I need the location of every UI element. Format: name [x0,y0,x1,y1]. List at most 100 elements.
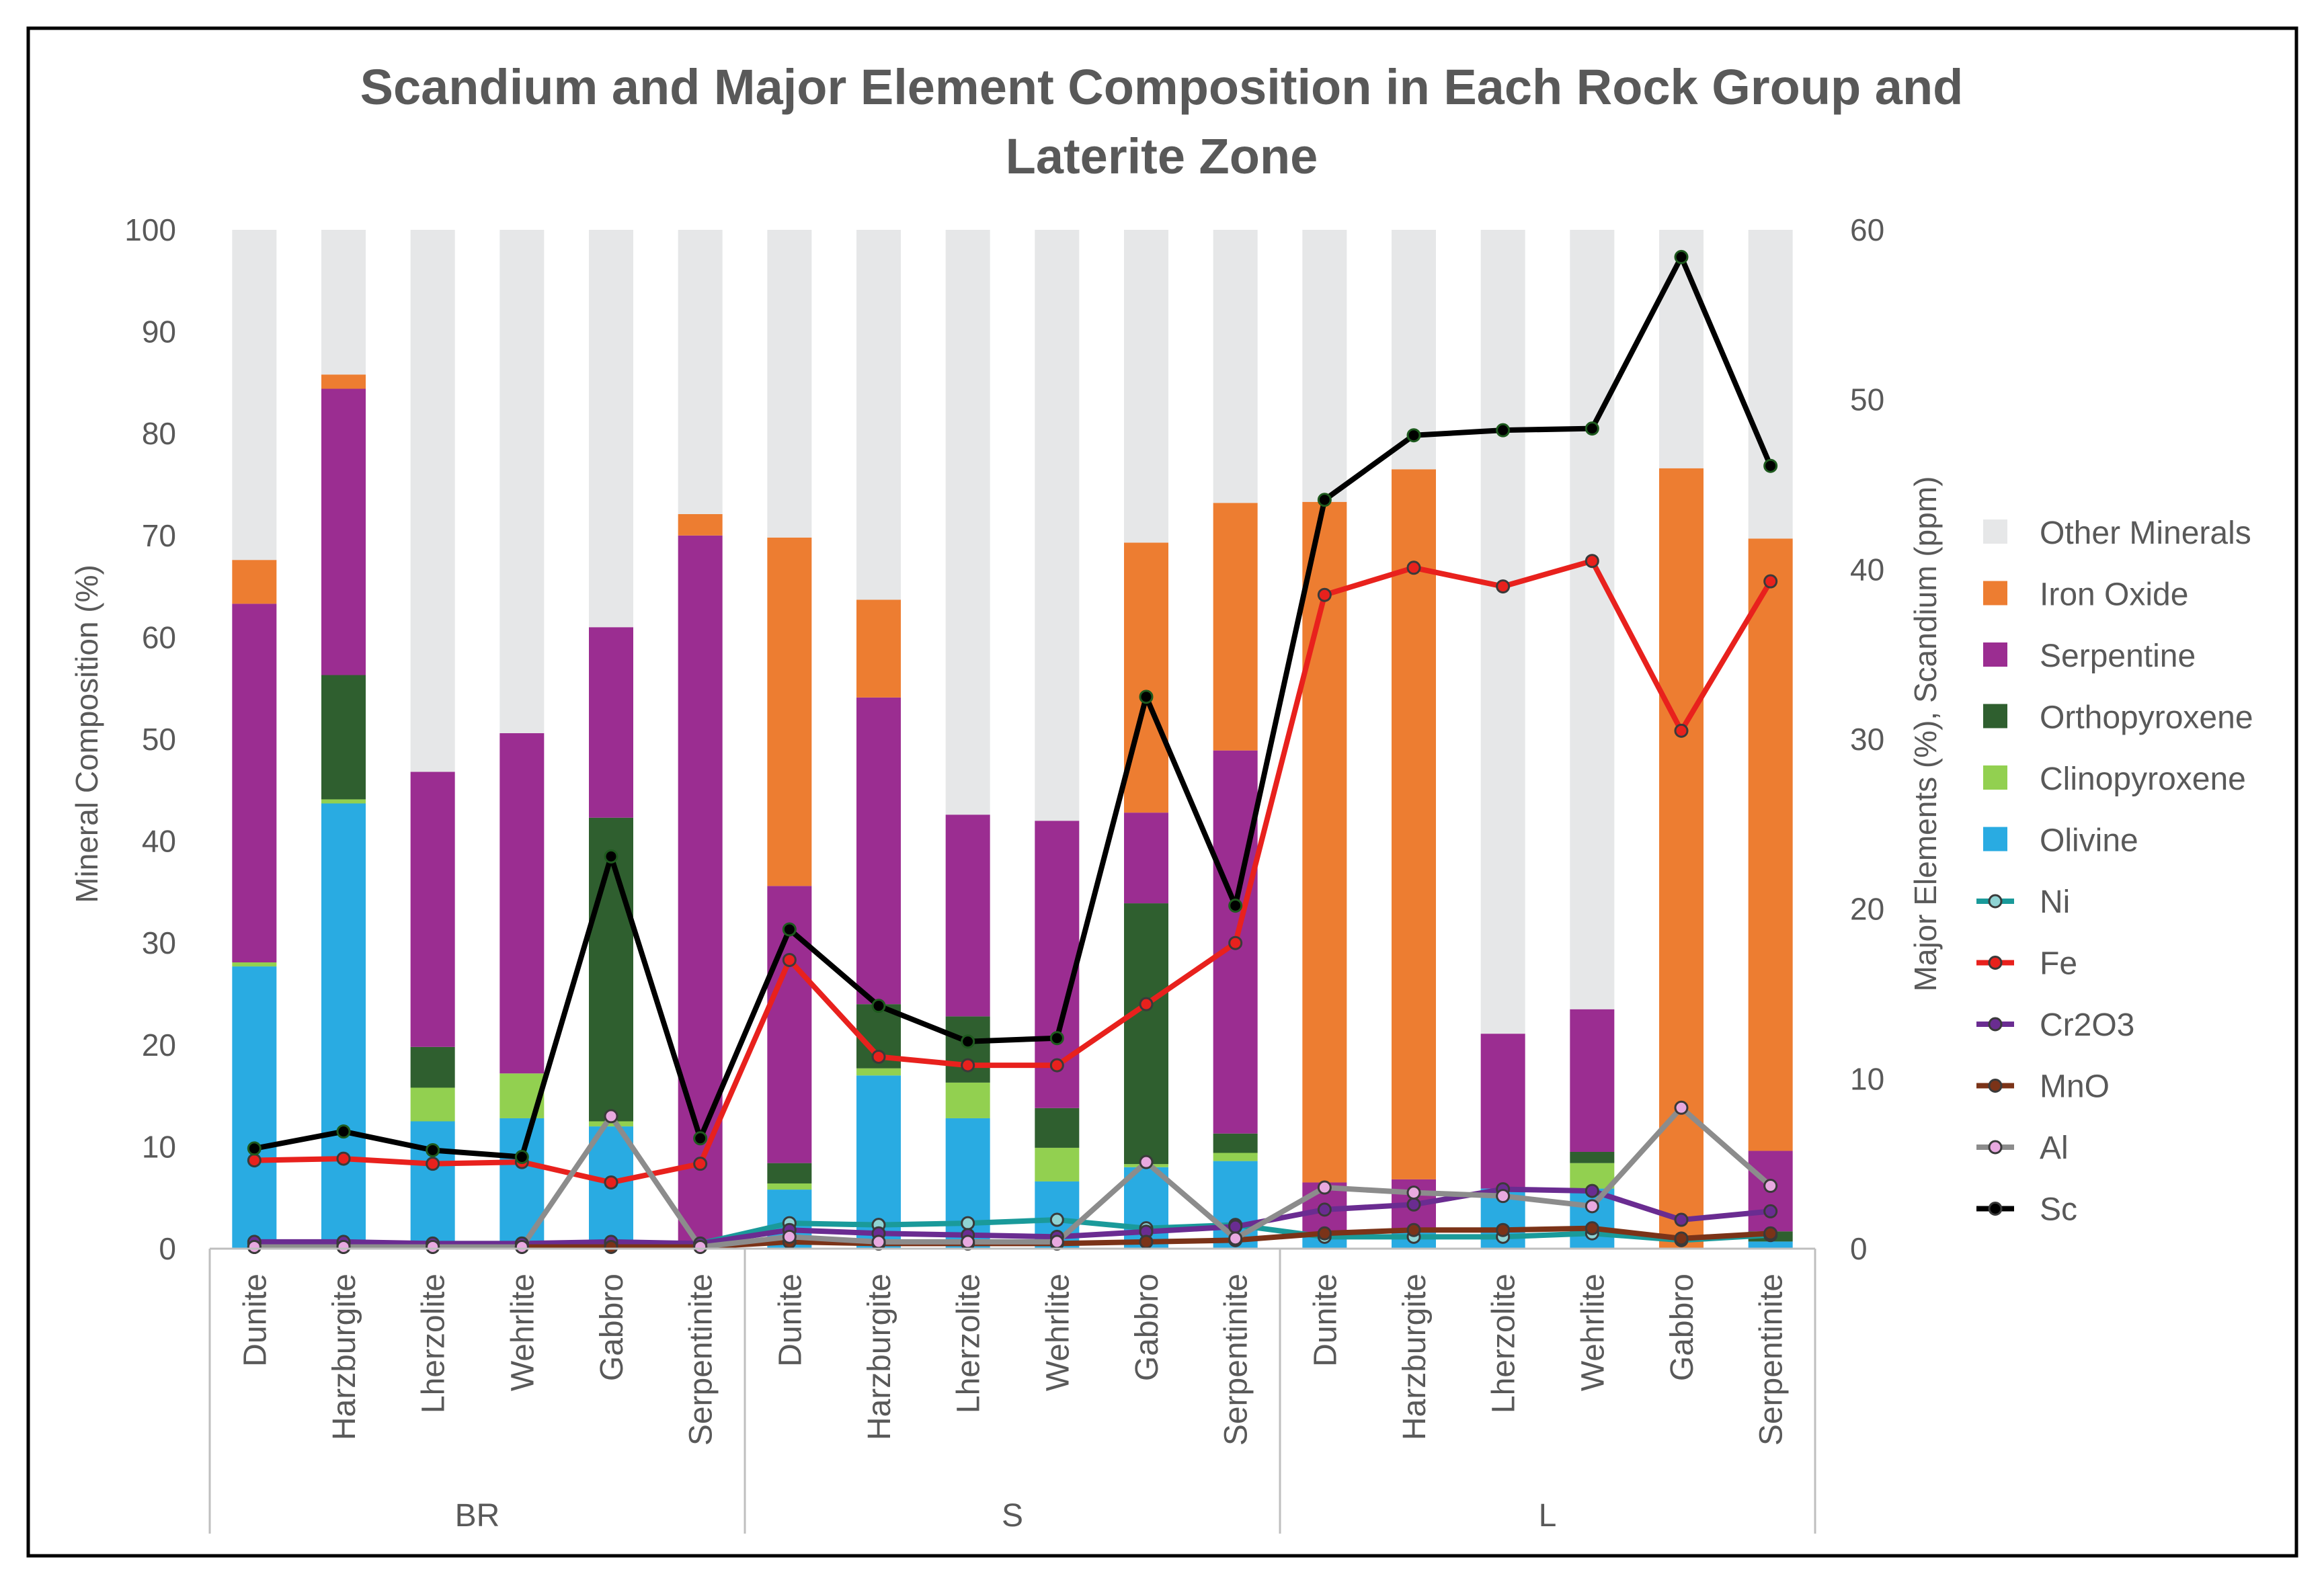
bar-other-minerals [321,230,366,375]
bar-clinopyroxene [410,1087,455,1122]
bar-olivine [410,1121,455,1249]
marker-sc [1228,899,1243,913]
marker-sc [336,1124,351,1139]
marker-al [1763,1179,1778,1194]
bar-other-minerals [678,230,723,514]
y-tick-label: 100 [124,212,176,247]
legend-label: Clinopyroxene [2040,761,2246,797]
marker-sc [782,922,797,937]
marker-al [1317,1180,1332,1195]
marker-al [693,1239,708,1254]
bar-orthopyroxene [589,817,633,1122]
x-tick-label: Gabbro [594,1274,630,1381]
group-label: S [1002,1498,1023,1534]
marker-sc [1406,428,1421,443]
legend-marker-ni [1988,894,2003,909]
bar-serpentine [1570,1009,1615,1152]
line-fe [254,558,1773,1185]
legend-swatch-other-minerals [1983,519,2007,544]
y-tick-label: 80 [142,416,176,451]
bar-other-minerals [1124,230,1168,543]
marker-sc [1139,690,1154,704]
marker-mno [1763,1226,1778,1241]
marker-fe [604,1175,618,1190]
legend-label: Ni [2040,884,2070,920]
bar-olivine [232,966,277,1249]
marker-fe [336,1151,351,1166]
bar-serpentine [856,697,901,1005]
marker-fe [1585,554,1599,569]
bar-other-minerals [1659,230,1704,468]
line-al [254,1105,1773,1250]
legend-swatch-clinopyroxene [1983,765,2007,790]
bar-olivine [1748,1241,1793,1249]
marker-sc [247,1141,262,1156]
category-axis: Dunite Harzburgite Lherzolite Wehrlite Gabbr… [208,1247,1816,1534]
bar-olivine [499,1118,545,1249]
marker-cr2o3 [1763,1204,1778,1218]
bar-orthopyroxene [1124,903,1168,1165]
marker-al [1228,1231,1243,1246]
legend-marker-fe [1988,956,2003,970]
marker-ni [1049,1212,1064,1227]
x-tick-label: Gabbro [1665,1274,1700,1381]
bar-clinopyroxene [589,1121,633,1127]
marker-sc [1317,493,1332,507]
marker-mno [1496,1222,1511,1237]
legend-swatch-serpentine [1983,642,2007,667]
x-tick-label: Lherzolite [951,1274,987,1413]
marker-cr2o3 [1317,1202,1332,1217]
marker-mno [1674,1231,1689,1246]
legend-label: MnO [2040,1069,2110,1105]
marker-sc [604,849,618,864]
marker-fe [961,1058,975,1073]
bar-other-minerals [499,230,545,733]
y2-tick-label: 40 [1850,552,1884,587]
x-tick-label: Gabbro [1129,1274,1165,1381]
marker-cr2o3 [1585,1183,1599,1198]
x-tick-label: Serpentinite [684,1274,719,1446]
y-axis-label: Mineral Composition (%) [69,565,104,903]
marker-sc [1585,421,1599,436]
marker-al [1585,1199,1599,1214]
bar-other-minerals [232,230,277,560]
x-tick-label: Harzburgite [1397,1274,1433,1440]
marker-mno [604,1239,618,1254]
bar-iron-oxide [678,513,723,536]
bar-other-minerals [1035,230,1080,821]
x-tick-label: Harzburgite [327,1274,362,1440]
bar-layer [232,230,1793,1249]
bar-iron-oxide [321,374,366,389]
x-tick-label: Serpentinite [1219,1274,1254,1446]
legend-swatch-olivine [1983,827,2007,851]
legend-label: Serpentine [2040,638,2196,674]
y2-axis-ticks: 0 10 20 30 40 50 60 [1850,212,1884,1266]
marker-cr2o3 [1406,1197,1421,1212]
group-label: L [1539,1498,1557,1534]
bar-iron-oxide [1748,538,1793,1151]
bar-orthopyroxene [410,1046,455,1088]
bar-orthopyroxene [321,675,366,800]
y-tick-label: 20 [142,1028,176,1063]
bar-iron-oxide [1659,468,1704,1249]
y2-tick-label: 60 [1850,212,1884,247]
marker-mno [1406,1222,1421,1237]
x-tick-label: Serpentinite [1754,1274,1790,1446]
x-tick-label: Wehrlite [1040,1274,1076,1391]
bar-other-minerals [410,230,455,772]
bar-clinopyroxene [1213,1153,1258,1161]
marker-sc [426,1142,440,1157]
bar-clinopyroxene [856,1068,901,1076]
marker-fe [1139,997,1154,1011]
y2-tick-label: 30 [1850,722,1884,757]
bar-clinopyroxene [321,799,366,804]
x-tick-label: Dunite [772,1274,808,1367]
marker-sc [1049,1031,1064,1046]
marker-fe [1049,1058,1064,1073]
legend-label: Fe [2040,946,2077,982]
bar-other-minerals [1748,230,1793,539]
bar-serpentine [1480,1034,1525,1189]
marker-sc [1496,423,1511,438]
marker-fe [1317,587,1332,602]
legend-swatch-iron-oxide [1983,581,2007,606]
